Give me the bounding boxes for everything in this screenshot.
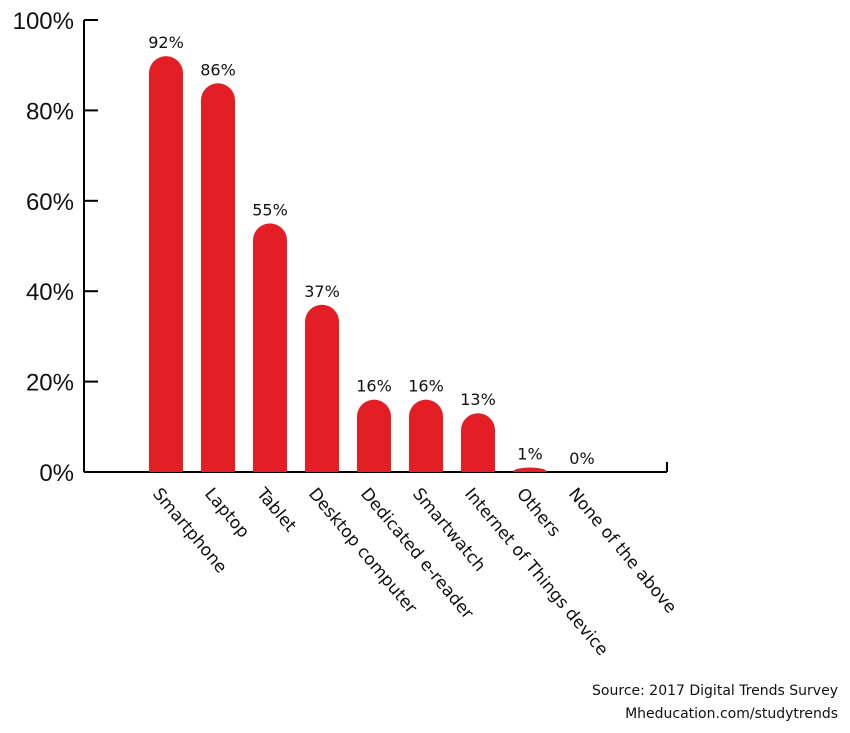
source-text: Source: 2017 Digital Trends Survey: [592, 683, 838, 699]
bar-value-label: 16%: [356, 377, 392, 396]
source-url: Mheducation.com/studytrends: [625, 706, 838, 722]
bar: [513, 467, 547, 472]
bar-value-label: 55%: [252, 200, 288, 219]
category-label: Tablet: [252, 484, 301, 537]
bar-value-label: 92%: [148, 33, 184, 52]
bar: [461, 413, 495, 472]
y-tick-label: 80%: [26, 98, 74, 125]
bar-value-label: 13%: [460, 390, 496, 409]
y-tick-label: 20%: [26, 370, 74, 397]
y-tick-label: 60%: [26, 189, 74, 216]
value-labels: 92% 86% 55% 37% 16% 16% 13% 1% 0%: [148, 33, 594, 468]
bars: [149, 56, 547, 472]
y-tick-label: 40%: [26, 279, 74, 306]
bar-chart: 0% 20% 40% 60% 80% 100% 92% 86% 55% 37% 16% 16% 13%…: [13, 8, 681, 660]
y-tick-label: 0%: [39, 460, 74, 487]
y-tick-label: 100%: [13, 8, 74, 35]
bar: [201, 83, 235, 472]
bar-value-label: 86%: [200, 60, 236, 79]
bar-value-label: 1%: [517, 444, 542, 463]
bar: [357, 399, 391, 472]
category-label: Laptop: [200, 484, 253, 542]
bar-value-label: 37%: [304, 282, 340, 301]
bar-value-label: 0%: [569, 449, 594, 468]
bar: [409, 399, 443, 472]
category-label: None of the above: [564, 484, 680, 617]
category-label: Others: [512, 484, 564, 541]
y-axis: 0% 20% 40% 60% 80% 100%: [13, 8, 668, 487]
bar: [253, 223, 287, 472]
bar-value-label: 16%: [408, 377, 444, 396]
bar: [305, 304, 339, 472]
bar: [149, 56, 183, 472]
